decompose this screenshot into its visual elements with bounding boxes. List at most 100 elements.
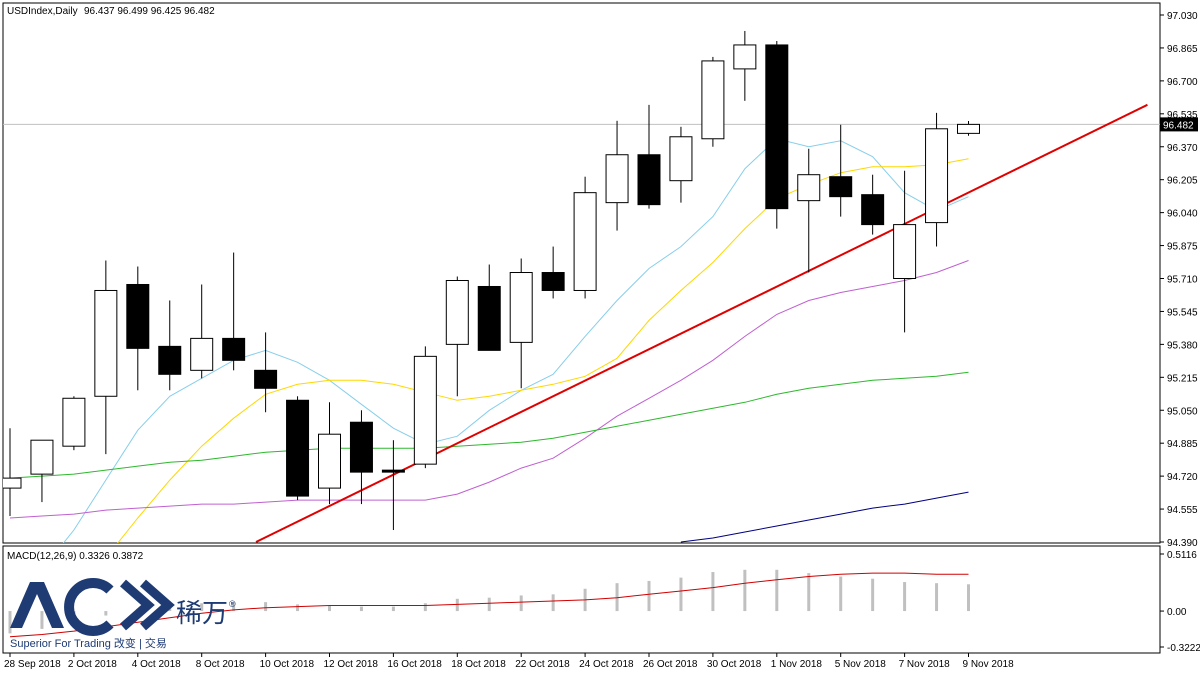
candle-body-bull: [733, 44, 757, 70]
candle: [541, 246, 565, 299]
date-tick-label: 24 Oct 2018: [579, 659, 634, 670]
candle-body-bull: [190, 337, 214, 371]
macd-panel: 0.5116 0.00 -0.3222: [2, 545, 1200, 654]
macd-histogram-bar: [775, 569, 779, 612]
date-tick-label: 1 Nov 2018: [771, 659, 823, 670]
candle: [669, 126, 693, 203]
candle: [509, 258, 533, 389]
price-tick-label: 96.370: [1167, 143, 1198, 154]
macd-histogram-bar: [807, 573, 811, 612]
date-tick-label: 4 Oct 2018: [132, 659, 181, 670]
candle-body-bull: [62, 397, 86, 447]
candle-body-bull: [30, 439, 54, 475]
macd-histogram-bar: [391, 606, 395, 612]
date-tick-label: 30 Oct 2018: [707, 659, 762, 670]
date-tick-label: 28 Sep 2018: [4, 659, 61, 670]
candle: [318, 402, 341, 505]
date-tick-label: 16 Oct 2018: [387, 659, 442, 670]
macd-histogram-bar: [647, 580, 651, 612]
price-tick-label: 95.875: [1167, 242, 1198, 253]
macd-tick-label: 0.00: [1167, 607, 1187, 618]
macd-histogram-bar: [8, 611, 12, 634]
candle-body-bull: [94, 289, 118, 397]
candle-body-bear: [158, 345, 182, 375]
candle-body-bear: [637, 154, 661, 206]
candle-body-bull: [318, 433, 341, 489]
candle: [765, 40, 789, 229]
candle: [381, 440, 405, 531]
symbol-label: USDIndex,Daily: [7, 6, 78, 17]
price-tick-label: 94.720: [1167, 472, 1198, 483]
logo-registered-mark: ®: [229, 599, 236, 609]
candle: [893, 170, 917, 333]
candle-body-bear: [222, 337, 246, 361]
candle: [286, 396, 310, 501]
candle-body-bull: [573, 192, 597, 291]
macd-tick-label: 0.5116: [1167, 550, 1197, 561]
macd-histogram-bar: [711, 572, 715, 612]
candle: [797, 148, 821, 273]
moving-average-ma_fast: [62, 138, 969, 543]
candle: [349, 410, 373, 505]
candle-body-bull: [893, 224, 917, 280]
macd-signal-line: [9, 572, 969, 638]
price-panel: 97.030 96.865 96.700 96.535 96.370 96.205 96.0…: [2, 2, 1198, 549]
candle: [190, 284, 214, 379]
candle-body-bull: [701, 60, 725, 140]
candle-body-bear: [477, 285, 501, 351]
macd-histogram-bar: [743, 569, 747, 612]
moving-average-ma_mid: [117, 158, 969, 543]
candle-body-bull: [925, 128, 949, 224]
price-tick-label: 95.215: [1167, 373, 1198, 384]
macd-histogram-bar: [104, 611, 108, 616]
price-tick-label: 94.885: [1167, 439, 1198, 450]
candle: [701, 56, 725, 147]
date-tick-label: 10 Oct 2018: [260, 659, 315, 670]
macd-histogram-bar: [679, 577, 683, 612]
candle-body-bear: [254, 369, 278, 389]
acy-logo: 稀万 ® Superior For Trading 改变 | 交易: [10, 578, 236, 650]
candle-body-bull: [509, 272, 533, 343]
trendline: [255, 103, 1148, 543]
macd-histogram-bar: [871, 578, 875, 612]
candle-body-bear: [541, 272, 565, 291]
candle: [733, 30, 757, 101]
macd-label: MACD(12,26,9) 0.3326 0.3872: [7, 551, 144, 562]
candle: [445, 276, 469, 397]
price-panel-frame: [2, 2, 1161, 544]
moving-average-ma_pink: [9, 260, 969, 519]
macd-histogram-bar: [40, 611, 44, 629]
date-tick-label: 26 Oct 2018: [643, 659, 698, 670]
candle: [925, 112, 949, 247]
candle-body-bull: [3, 477, 22, 489]
price-tick-label: 95.050: [1167, 406, 1198, 417]
macd-histogram-bar: [967, 584, 970, 612]
candle: [957, 120, 980, 136]
date-tick-label: 8 Oct 2018: [196, 659, 245, 670]
macd-histogram-bar: [423, 603, 427, 612]
macd-histogram-bar: [328, 605, 331, 612]
candle-body-bull: [605, 154, 629, 204]
candle: [30, 439, 54, 503]
macd-tick-label: -0.3222: [1167, 643, 1200, 654]
candle: [94, 260, 118, 455]
price-tick-label: 96.865: [1167, 44, 1198, 55]
candle: [477, 264, 501, 351]
price-tick-label: 96.205: [1167, 176, 1198, 187]
macd-histogram-bar: [839, 576, 843, 612]
date-tick-label: 7 Nov 2018: [899, 659, 951, 670]
date-tick-label: 18 Oct 2018: [451, 659, 506, 670]
macd-histogram-bar: [232, 602, 236, 612]
candle: [62, 396, 86, 451]
price-tick-label: 97.030: [1167, 11, 1198, 22]
current-price-tag: [1160, 117, 1198, 132]
candle-body-bear: [286, 399, 310, 497]
candle-body-bear: [861, 194, 885, 226]
macd-panel-frame: [2, 545, 1161, 654]
candle-body-bear: [126, 283, 150, 349]
price-tick-label: 94.555: [1167, 505, 1198, 516]
date-tick-label: 22 Oct 2018: [515, 659, 570, 670]
date-tick-label: 5 Nov 2018: [835, 659, 887, 670]
price-tick-label: 95.545: [1167, 307, 1198, 318]
price-tick-label: 96.535: [1167, 110, 1198, 121]
